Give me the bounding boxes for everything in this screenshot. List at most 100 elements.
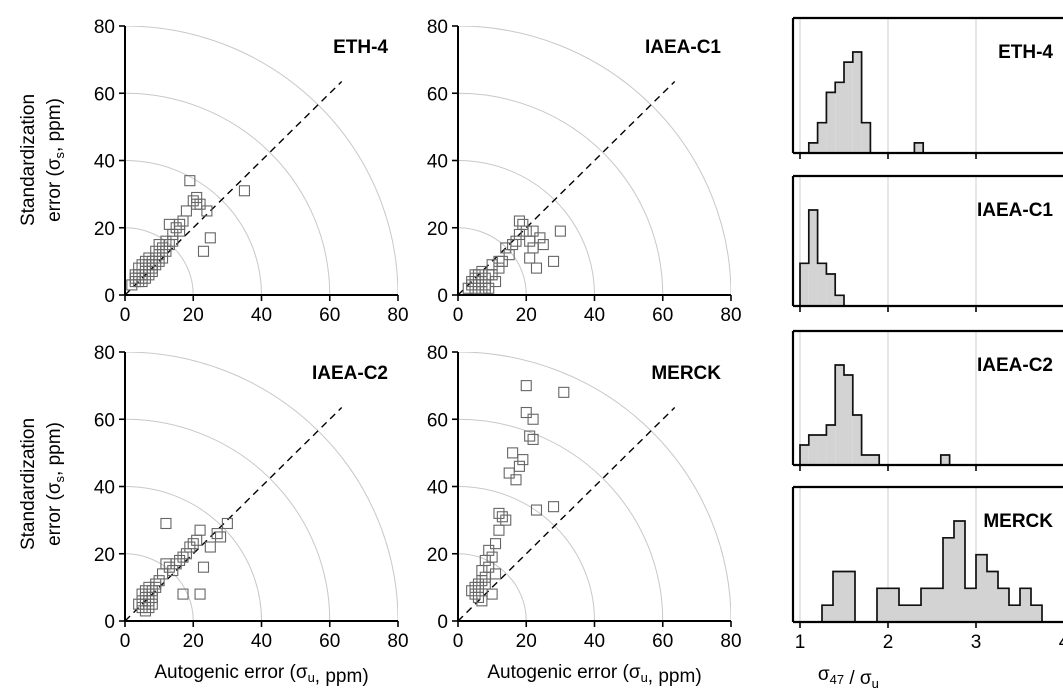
data-point (139, 585, 152, 597)
data-point (537, 239, 549, 251)
arc-20 (125, 227, 194, 295)
data-point (215, 531, 227, 543)
data-point (163, 218, 175, 230)
data-point (177, 215, 189, 227)
data-point (496, 511, 508, 523)
data-point (527, 225, 539, 237)
data-point (476, 265, 488, 278)
data-point (534, 232, 546, 244)
scatter-panel-iaea-c2: 0 20 40 60 80 0 20 40 60 80 IAEA-C2 Autogenic error… (94, 343, 409, 687)
y-tick-label: 60 (94, 84, 115, 105)
data-point (513, 215, 525, 227)
histogram-bar (987, 571, 998, 622)
x-tick-label: 40 (584, 631, 605, 652)
data-point (160, 517, 172, 530)
data-point (466, 585, 478, 597)
data-point (507, 447, 519, 459)
data-point (479, 571, 491, 583)
y-tick-label: 80 (94, 343, 115, 364)
x-tick-label: 20 (516, 631, 537, 652)
data-point (221, 517, 233, 530)
histogram-bar (888, 588, 899, 622)
y-tick-label: 40 (427, 152, 448, 173)
data-point (150, 581, 162, 593)
plot-area (458, 352, 731, 621)
data-point (527, 433, 539, 445)
data-point (194, 588, 206, 600)
data-point (174, 218, 186, 230)
data-point (139, 262, 152, 274)
panel-title: IAEA-C1 (645, 37, 721, 58)
x-tick-label: 80 (387, 631, 408, 652)
data-point (483, 282, 495, 294)
arc-20 (458, 553, 527, 621)
data-point (486, 551, 498, 563)
data-point (530, 262, 543, 274)
arc-20 (458, 227, 527, 295)
ylabel-top-line2: error (σs, ppm) (44, 98, 67, 222)
data-point (483, 561, 495, 573)
data-point (133, 262, 145, 274)
arc-80 (458, 26, 731, 295)
data-point (167, 565, 179, 577)
histogram-bar (835, 82, 844, 153)
data-point (197, 245, 210, 257)
histogram-panel-eth4: ETH-4 (791, 16, 1063, 159)
histogram-bar (833, 571, 844, 622)
data-point (469, 581, 481, 593)
data-point (469, 269, 481, 281)
data-point (513, 460, 525, 472)
data-point (469, 282, 481, 294)
data-point (180, 205, 192, 217)
histogram-bar (910, 605, 921, 622)
ylabel-bottom-line1: Standardization (18, 418, 39, 550)
y-tick-label: 0 (104, 286, 115, 307)
data-point (479, 272, 491, 284)
scatter-panel-eth4: 0 20 40 60 80 0 20 40 60 80 ETH-4 (94, 17, 409, 326)
y-tick-label: 20 (94, 219, 115, 240)
histogram-bar (844, 62, 853, 153)
histogram-bar (844, 375, 853, 465)
data-point (139, 255, 152, 267)
panel-title: ETH-4 (333, 37, 388, 58)
histogram-bar (808, 210, 818, 306)
histogram-bar (965, 588, 976, 622)
data-point (520, 406, 532, 419)
histogram-bar (940, 455, 950, 465)
x-tick-label: 80 (387, 305, 408, 326)
data-point (177, 588, 189, 600)
arc-80 (125, 352, 398, 621)
data-point (150, 578, 162, 590)
data-point (143, 252, 155, 264)
data-point (187, 195, 199, 207)
arc-60 (458, 418, 664, 621)
histogram-bar (826, 425, 836, 465)
data-point (524, 235, 536, 247)
data-point (170, 558, 182, 570)
data-point (180, 548, 192, 560)
plot-area (125, 26, 398, 295)
x-tick-label: 20 (516, 305, 537, 326)
data-point (160, 245, 172, 257)
plot-area (458, 26, 731, 295)
data-point (211, 528, 223, 540)
data-point (476, 575, 488, 587)
x-tick-label: 2 (883, 632, 894, 653)
data-point (167, 235, 179, 247)
data-point (184, 175, 196, 187)
data-point (174, 225, 186, 237)
x-tick-label: 60 (319, 631, 340, 652)
histogram-bar (852, 52, 862, 153)
data-point (520, 380, 532, 392)
data-point (483, 269, 495, 281)
y-tick-label: 20 (427, 219, 448, 240)
data-point (527, 413, 539, 425)
data-point (472, 275, 485, 288)
y-tick-label: 40 (427, 478, 448, 499)
data-point (472, 578, 485, 590)
arc-60 (125, 92, 331, 295)
data-point (191, 534, 203, 546)
x-tick-label: 60 (652, 631, 673, 652)
data-point (517, 454, 529, 466)
histogram-bar (826, 274, 836, 306)
